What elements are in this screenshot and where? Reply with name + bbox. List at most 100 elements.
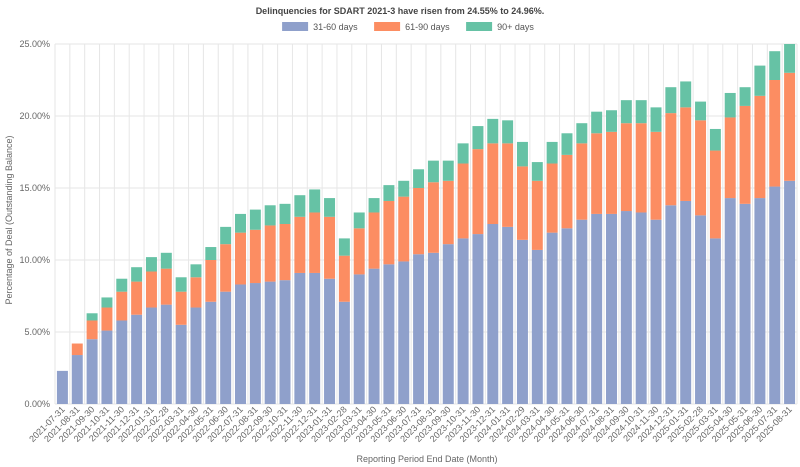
bar-segment: [650, 219, 662, 404]
bar-segment: [338, 255, 350, 302]
bar-segment: [769, 80, 781, 187]
y-axis-ticks: 0.00% 5.00% 10.00% 15.00% 20.00% 25.00%: [19, 39, 50, 409]
bar-segment: [531, 162, 543, 181]
bar-segment: [383, 185, 395, 201]
bar-segment: [680, 200, 692, 404]
y-tick-label: 5.00%: [24, 327, 50, 337]
bar-segment: [516, 141, 528, 167]
bar-segment: [442, 180, 454, 245]
bar-segment: [591, 111, 603, 134]
y-tick-label: 15.00%: [19, 183, 50, 193]
bar-segment: [324, 198, 336, 217]
bar-segment: [294, 195, 306, 217]
bar-segment: [249, 209, 261, 230]
bar-segment: [502, 226, 514, 404]
y-tick-label: 10.00%: [19, 255, 50, 265]
bar-segment: [620, 211, 632, 404]
bar-segment: [576, 219, 588, 404]
bar-segment: [754, 65, 766, 96]
bar-segment: [502, 120, 514, 144]
bar-segment: [561, 133, 573, 155]
legend-label: 61-90 days: [405, 22, 450, 32]
bar-segment: [309, 189, 321, 213]
bar-segment: [249, 229, 261, 284]
bar-segment: [724, 198, 736, 404]
bar-segment: [784, 72, 796, 181]
bar-segment: [398, 261, 410, 404]
bar-segment: [502, 143, 514, 227]
bar-segment: [264, 225, 276, 282]
bar-segment: [739, 203, 751, 404]
bar-segment: [175, 324, 187, 404]
legend-label: 90+ days: [497, 22, 534, 32]
x-axis-title: Reporting Period End Date (Month): [356, 454, 497, 464]
bar-segment: [235, 232, 246, 285]
bar-segment: [680, 81, 692, 108]
bar-segment: [294, 272, 306, 404]
bar-segment: [368, 268, 380, 404]
y-tick-label: 20.00%: [19, 111, 50, 121]
bar-segment: [413, 188, 425, 255]
bar-segment: [487, 118, 499, 144]
bar-segment: [279, 224, 291, 281]
bar-segment: [472, 149, 484, 235]
bar-segment: [309, 272, 321, 404]
bar-segment: [635, 100, 647, 124]
y-axis-title: Percentage of Deal (Outstanding Balance): [4, 135, 14, 304]
bar-segment: [606, 131, 617, 214]
bar-segment: [531, 249, 543, 404]
legend-swatch: [466, 22, 493, 31]
bar-segment: [249, 283, 261, 404]
bar-segment: [427, 160, 439, 183]
bar-segment: [86, 313, 98, 321]
bar-segment: [205, 260, 217, 302]
bar-segment: [487, 224, 499, 404]
bar-segment: [86, 339, 98, 404]
bar-segment: [131, 281, 143, 315]
bar-segment: [546, 141, 558, 164]
bar-segment: [145, 257, 157, 272]
bar-segment: [131, 314, 143, 404]
bar-segment: [695, 215, 707, 404]
bar-segment: [472, 126, 484, 150]
bar-segment: [205, 247, 217, 260]
bar-segment: [724, 92, 736, 118]
bar-segment: [739, 105, 751, 204]
bar-segment: [754, 95, 766, 199]
bar-segment: [709, 150, 721, 239]
bar-segment: [620, 123, 632, 212]
bar-segment: [101, 297, 113, 308]
bar-segment: [220, 226, 232, 245]
bar-segment: [784, 44, 796, 73]
bar-segment: [398, 180, 410, 197]
bar-segment: [769, 186, 781, 404]
bar-segment: [546, 163, 558, 233]
bar-segment: [606, 110, 617, 132]
bar-segment: [145, 271, 157, 308]
bar-segment: [650, 131, 662, 220]
legend-swatch: [374, 22, 401, 31]
bar-segment: [264, 205, 276, 226]
bar-segment: [754, 198, 766, 404]
bar-segment: [175, 291, 187, 325]
bar-segment: [487, 143, 499, 224]
bar-segment: [116, 320, 128, 404]
bar-segment: [531, 180, 543, 250]
bar-segment: [71, 355, 83, 404]
bar-segment: [591, 213, 603, 404]
bar-segment: [561, 154, 573, 229]
bar-segment: [398, 196, 410, 262]
bar-segment: [516, 166, 528, 240]
bar-segment: [160, 252, 172, 269]
bar-segment: [220, 291, 232, 404]
bar-segment: [709, 128, 721, 151]
bar-segment: [591, 133, 603, 214]
bar-segment: [413, 169, 425, 188]
bar-segment: [190, 307, 202, 404]
bars: [56, 44, 796, 404]
bar-segment: [442, 160, 454, 181]
legend-swatch: [282, 22, 309, 31]
bar-segment: [383, 264, 395, 404]
bar-segment: [175, 277, 187, 292]
